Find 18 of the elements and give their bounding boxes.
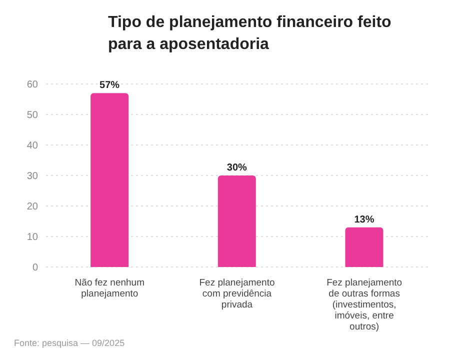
y-tick-label: 50 (26, 110, 38, 122)
bar (218, 176, 256, 267)
x-tick-label: Fez planejamento de outras formas (investimentos, imóveis, entre outros) (326, 278, 402, 333)
y-tick-label: 40 (26, 140, 38, 152)
x-tick-label: Não fez nenhum planejamento (74, 278, 145, 300)
data-label: 30% (226, 162, 248, 174)
y-tick-label: 10 (26, 232, 38, 244)
bar (345, 227, 384, 267)
y-tick-label: 0 (32, 262, 38, 274)
y-tick-label: 30 (26, 171, 38, 182)
data-label: 13% (354, 214, 374, 226)
bar (90, 93, 129, 267)
y-tick-label: 60 (26, 80, 38, 91)
y-tick-label: 20 (26, 202, 38, 213)
source-note: Fonte: pesquisa — 09/2025 (14, 338, 125, 348)
chart-title: Tipo de planejamento financeiro feito para a aposentadoria (107, 13, 392, 55)
data-label: 57% (100, 80, 120, 92)
x-tick-label: Fez planejamento com previdência privada (199, 278, 275, 311)
